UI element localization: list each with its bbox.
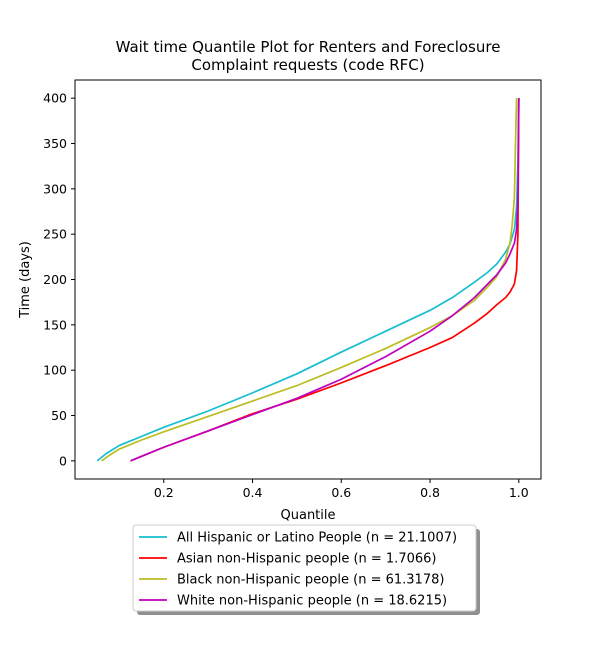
- series-line-1: [96, 98, 520, 462]
- y-tick-label: 350: [43, 136, 67, 151]
- legend-entry-label: Asian non-Hispanic people (n = 1.7066): [177, 552, 436, 567]
- y-axis-ticks: 0 50 100 150 200 250 300 350 400: [43, 91, 75, 468]
- y-tick-label: 250: [43, 227, 67, 242]
- y-tick-label: 0: [59, 453, 67, 468]
- axes-frame: [74, 79, 542, 480]
- legend-box: [132, 524, 477, 612]
- y-axis-label: Time (days): [18, 241, 33, 319]
- series-line-4: [130, 98, 520, 462]
- chart-title-line-1: Wait time Quantile Plot for Renters and …: [116, 38, 501, 56]
- y-tick-label: 100: [43, 363, 67, 378]
- y-tick-label: 400: [43, 91, 67, 106]
- y-tick-label: 150: [43, 317, 67, 332]
- x-tick-label: 0.6: [331, 485, 351, 500]
- x-axis-ticks: 0.2 0.4 0.6 0.8 1.0: [154, 479, 529, 500]
- x-tick-label: 0.4: [243, 485, 263, 500]
- series-line-2: [130, 98, 520, 462]
- y-tick-label: 200: [43, 272, 67, 287]
- x-tick-label: 0.8: [420, 485, 440, 500]
- x-tick-label: 0.2: [154, 485, 174, 500]
- series-line-3: [101, 98, 518, 462]
- y-tick-label: 300: [43, 181, 67, 196]
- chart-title-line-2: Complaint requests (code RFC): [191, 56, 424, 74]
- plot-lines: [96, 98, 520, 462]
- legend-entry-label: All Hispanic or Latino People (n = 21.10…: [177, 531, 457, 546]
- legend-entry-label: White non-Hispanic people (n = 18.6215): [177, 594, 447, 609]
- y-tick-label: 50: [51, 408, 67, 423]
- legend: All Hispanic or Latino People (n = 21.10…: [132, 524, 480, 615]
- x-tick-label: 1.0: [509, 485, 529, 500]
- legend-entry-label: Black non-Hispanic people (n = 61.3178): [177, 573, 444, 588]
- x-axis-label: Quantile: [281, 508, 336, 523]
